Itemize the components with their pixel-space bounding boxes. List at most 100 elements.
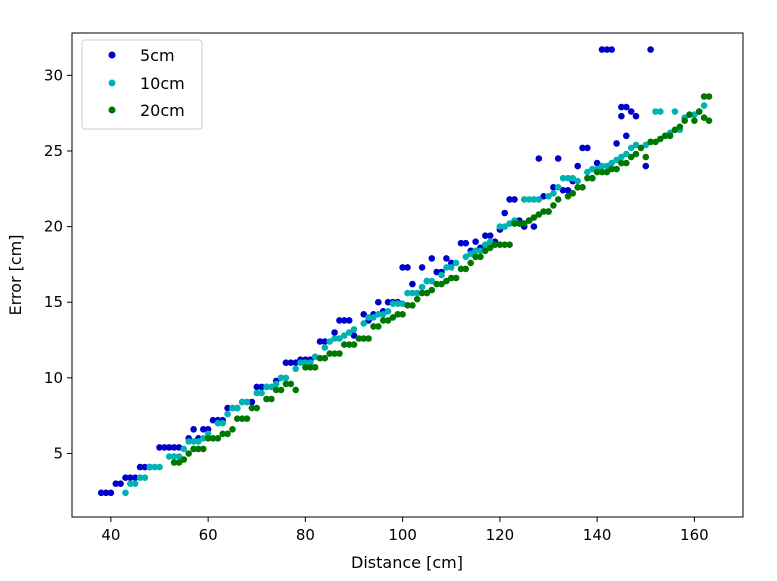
data-point-5cm: [170, 444, 178, 451]
data-point-10cm: [545, 193, 552, 200]
x-tick-label: 60: [199, 526, 218, 544]
data-point-20cm: [345, 341, 353, 348]
data-point-5cm: [418, 264, 426, 271]
data-point-20cm: [433, 280, 441, 288]
data-point-20cm: [462, 265, 470, 273]
data-point-5cm: [603, 46, 611, 53]
data-point-5cm: [506, 196, 513, 203]
data-point-10cm: [384, 308, 392, 315]
data-point-5cm: [345, 317, 353, 324]
data-point-10cm: [151, 463, 158, 471]
data-point-10cm: [297, 359, 304, 367]
data-point-20cm: [579, 184, 586, 191]
data-point-20cm: [428, 286, 436, 294]
data-point-10cm: [214, 419, 222, 427]
data-point-20cm: [336, 350, 343, 357]
data-point-20cm: [438, 280, 445, 288]
data-point-20cm: [589, 174, 596, 182]
data-point-20cm: [452, 274, 460, 282]
data-point-20cm: [554, 196, 562, 203]
data-point-5cm: [598, 46, 606, 53]
data-point-20cm: [302, 364, 309, 371]
data-point-20cm: [545, 208, 552, 215]
data-point-10cm: [613, 156, 620, 164]
data-point-10cm: [258, 389, 265, 397]
data-point-20cm: [209, 435, 217, 442]
data-point-10cm: [141, 474, 149, 482]
legend: 5cm 10cm 20cm: [81, 39, 203, 130]
data-point-20cm: [661, 132, 669, 140]
data-point-5cm: [190, 426, 197, 433]
legend-marker-20cm: [108, 106, 116, 114]
data-point-5cm: [156, 444, 163, 451]
y-tick-label: 15: [44, 293, 63, 311]
x-tick-label: 160: [680, 526, 709, 544]
data-point-5cm: [224, 404, 231, 412]
data-point-20cm: [292, 386, 300, 394]
data-point-5cm: [462, 239, 470, 247]
data-point-20cm: [652, 138, 659, 146]
data-point-20cm: [418, 289, 426, 297]
data-point-20cm: [632, 150, 640, 158]
data-point-10cm: [477, 247, 484, 255]
data-point-5cm: [141, 463, 149, 471]
y-axis: 5 10 15 20 25 30: [44, 66, 72, 462]
data-point-10cm: [394, 300, 402, 308]
data-point-10cm: [175, 453, 183, 460]
data-point-10cm: [336, 335, 343, 342]
data-point-20cm: [501, 241, 509, 248]
data-point-10cm: [180, 445, 188, 453]
data-point-10cm: [623, 150, 630, 158]
data-point-10cm: [574, 177, 581, 185]
data-point-10cm: [131, 480, 139, 488]
data-point-5cm: [618, 103, 625, 111]
data-point-10cm: [482, 241, 489, 248]
data-point-5cm: [511, 196, 518, 203]
data-point-20cm: [666, 132, 674, 140]
data-point-10cm: [448, 264, 455, 271]
data-point-10cm: [569, 174, 577, 182]
data-point-10cm: [632, 141, 640, 149]
data-point-20cm: [195, 445, 202, 453]
data-point-10cm: [234, 404, 241, 412]
data-point-10cm: [326, 338, 334, 345]
data-point-20cm: [200, 445, 207, 453]
data-point-20cm: [229, 426, 236, 433]
data-point-10cm: [389, 300, 397, 308]
data-point-5cm: [107, 489, 115, 497]
series-20cm: [170, 93, 713, 466]
data-point-20cm: [496, 241, 504, 248]
data-point-5cm: [574, 162, 581, 170]
data-point-20cm: [520, 220, 528, 227]
data-point-10cm: [253, 389, 261, 397]
data-point-5cm: [131, 474, 139, 482]
legend-marker-5cm: [108, 51, 116, 59]
data-point-20cm: [175, 459, 183, 466]
data-point-10cm: [501, 223, 509, 230]
data-point-10cm: [627, 144, 635, 152]
data-point-10cm: [413, 289, 421, 297]
data-point-20cm: [486, 244, 494, 252]
data-point-20cm: [525, 217, 533, 224]
data-point-20cm: [321, 354, 329, 362]
data-point-20cm: [316, 354, 324, 362]
data-point-5cm: [375, 298, 382, 306]
data-point-5cm: [554, 155, 562, 162]
data-point-5cm: [530, 223, 538, 230]
data-point-20cm: [365, 335, 372, 342]
data-point-10cm: [598, 162, 606, 170]
data-point-5cm: [618, 112, 625, 120]
legend-label-20cm: 20cm: [140, 101, 185, 120]
data-point-10cm: [292, 365, 300, 373]
data-point-10cm: [584, 168, 591, 176]
data-point-10cm: [268, 383, 275, 391]
data-point-5cm: [486, 232, 494, 239]
data-point-5cm: [399, 264, 406, 271]
data-point-10cm: [486, 238, 494, 245]
data-point-20cm: [248, 404, 256, 412]
data-point-5cm: [253, 383, 261, 391]
x-tick-label: 140: [583, 526, 612, 544]
data-point-20cm: [608, 165, 615, 173]
data-point-20cm: [530, 214, 538, 221]
data-point-10cm: [365, 314, 372, 321]
